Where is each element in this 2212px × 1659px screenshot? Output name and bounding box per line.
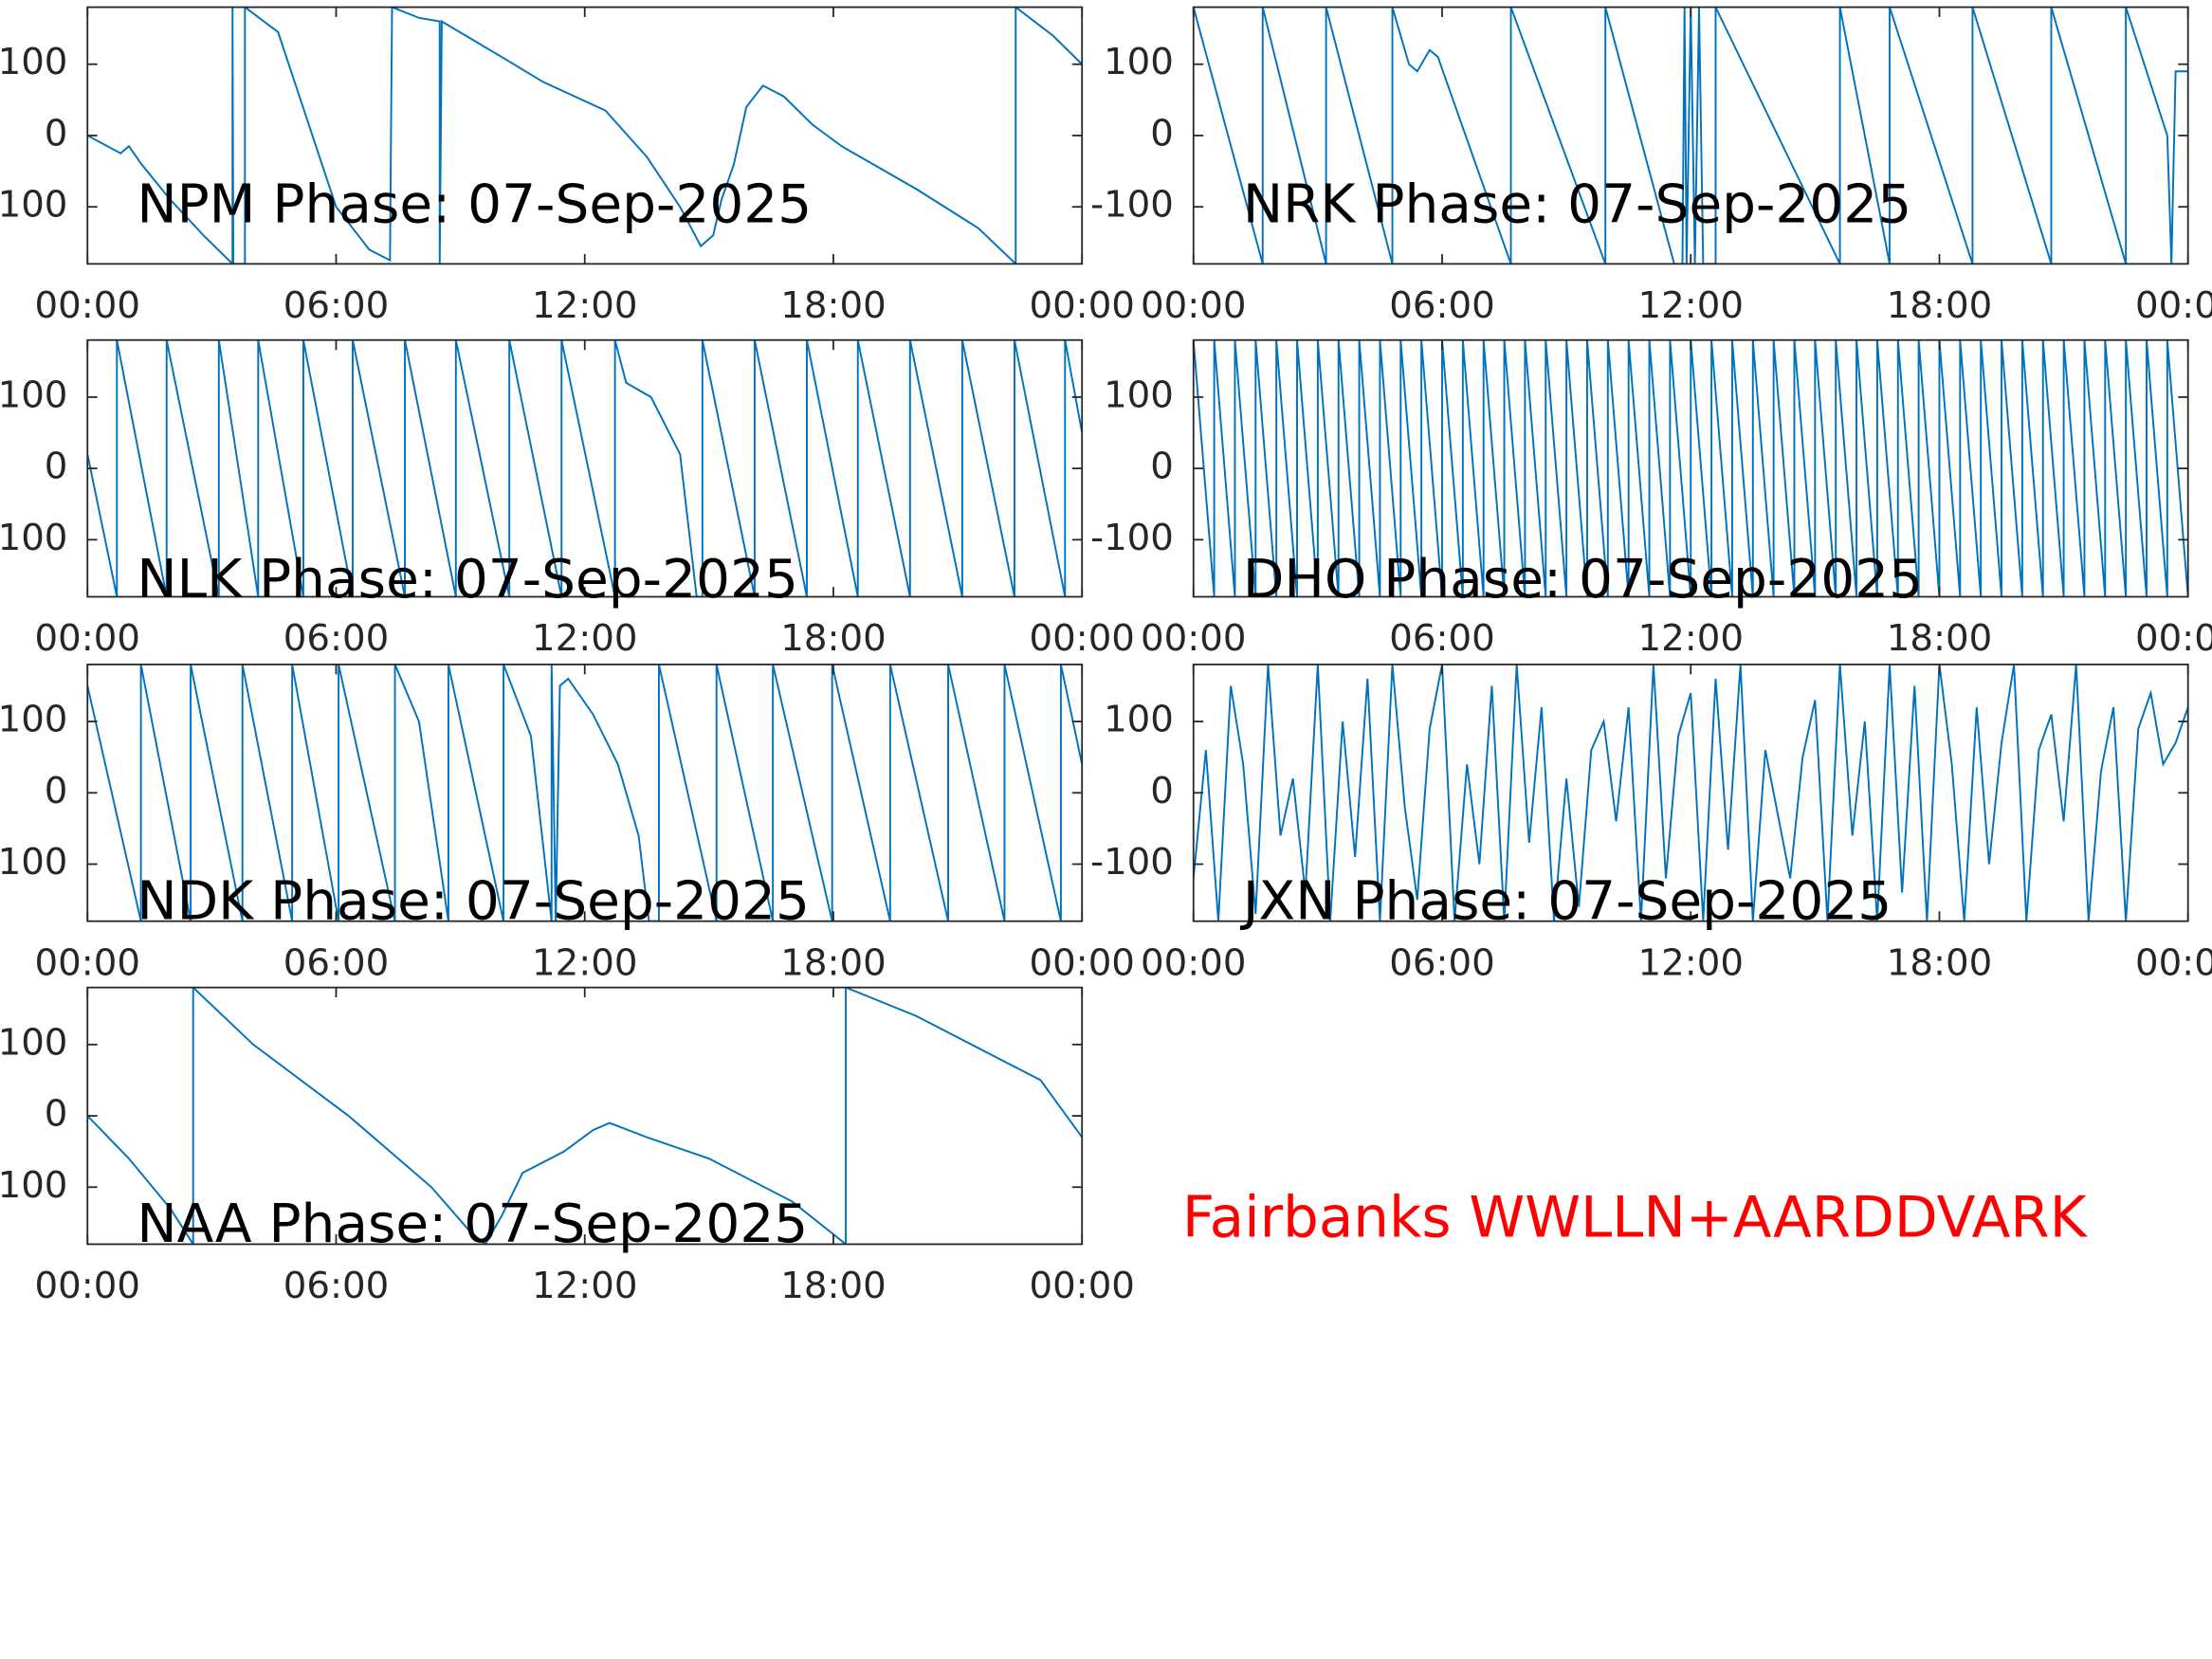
phase-panel: 00:00 06:00 12:00 18:00 00:00 -100 0 100 DHO Pha…	[1090, 338, 2212, 660]
x-tick-label: 18:00	[1887, 941, 1992, 984]
x-tick-label: 00:00	[35, 617, 140, 660]
y-tick-label: 100	[0, 41, 67, 83]
phase-panel: 00:00 06:00 12:00 18:00 00:00 -100 0 100 NAA Pha…	[0, 986, 1135, 1307]
plot-area	[87, 664, 1083, 921]
x-tick-label: 18:00	[780, 617, 886, 660]
phase-line	[87, 339, 1083, 597]
plot-area	[87, 987, 1083, 1245]
panel-title: NDK Phase: 07-Sep-2025	[137, 870, 810, 932]
panel-title: NAA Phase: 07-Sep-2025	[137, 1194, 808, 1255]
y-tick-label: 100	[1104, 374, 1174, 416]
phase-panel: 00:00 06:00 12:00 18:00 00:00 -100 0 100 NPM Pha…	[0, 6, 1135, 327]
y-tick-label: -100	[0, 1164, 67, 1207]
y-tick-label: 100	[0, 1021, 67, 1064]
y-tick-label: 100	[1104, 41, 1174, 83]
x-tick-label: 12:00	[532, 1265, 637, 1307]
x-tick-label: 18:00	[780, 941, 886, 984]
y-tick-label: 0	[45, 1093, 68, 1136]
plot-area	[87, 7, 1083, 264]
panel-title: NLK Phase: 07-Sep-2025	[137, 549, 798, 611]
annotation: Fairbanks WWLLN+AARDDVARK	[1182, 1186, 2089, 1251]
y-tick-label: -100	[1090, 184, 1174, 227]
plot-area	[1193, 664, 2188, 921]
x-tick-label: 18:00	[780, 1265, 886, 1307]
panel-title: JXN Phase: 07-Sep-2025	[1240, 870, 1892, 932]
y-tick-label: 0	[1150, 770, 1174, 812]
phase-line	[87, 7, 1083, 264]
x-tick-label: 12:00	[1638, 617, 1744, 660]
x-tick-label: 00:00	[1029, 284, 1134, 327]
plot-area	[1193, 339, 2188, 597]
x-tick-label: 06:00	[283, 617, 389, 660]
panel-title: DHO Phase: 07-Sep-2025	[1243, 549, 1923, 611]
y-tick-label: 100	[0, 374, 67, 416]
phase-panel: 00:00 06:00 12:00 18:00 00:00 -100 0 100 JXN Pha…	[1090, 664, 2212, 984]
y-tick-label: 0	[1150, 446, 1174, 488]
x-tick-label: 12:00	[532, 617, 637, 660]
y-tick-label: 100	[1104, 699, 1174, 741]
phase-panel: 00:00 06:00 12:00 18:00 00:00 -100 0 100 NRK Pha…	[1090, 6, 2212, 327]
x-tick-label: 00:00	[2135, 284, 2212, 327]
x-tick-label: 00:00	[1141, 284, 1246, 327]
x-tick-label: 06:00	[1389, 941, 1494, 984]
x-tick-label: 18:00	[1887, 284, 1992, 327]
y-tick-label: -100	[0, 517, 67, 559]
y-tick-label: 0	[45, 112, 68, 155]
y-tick-label: 0	[45, 446, 68, 488]
x-tick-label: 00:00	[35, 1265, 140, 1307]
x-tick-label: 00:00	[2135, 617, 2212, 660]
y-tick-label: 0	[45, 770, 68, 812]
phase-line	[87, 987, 1083, 1245]
x-tick-label: 00:00	[1029, 1265, 1134, 1307]
x-tick-label: 18:00	[780, 284, 886, 327]
x-tick-label: 12:00	[532, 284, 637, 327]
panel-title: NPM Phase: 07-Sep-2025	[137, 173, 812, 235]
x-tick-label: 06:00	[1389, 284, 1494, 327]
phase-line	[1193, 7, 2188, 264]
y-tick-label: 100	[0, 699, 67, 741]
x-tick-label: 06:00	[1389, 617, 1494, 660]
x-tick-label: 06:00	[283, 941, 389, 984]
x-tick-label: 00:00	[35, 941, 140, 984]
x-tick-label: 00:00	[1029, 941, 1134, 984]
y-tick-label: -100	[1090, 517, 1174, 559]
panel-title: NRK Phase: 07-Sep-2025	[1243, 173, 1911, 235]
phase-panel: 00:00 06:00 12:00 18:00 00:00 -100 0 100 NDK Pha…	[0, 664, 1135, 984]
phase-line	[87, 664, 1083, 921]
x-tick-label: 06:00	[283, 1265, 389, 1307]
x-tick-label: 06:00	[283, 284, 389, 327]
y-tick-label: -100	[0, 841, 67, 884]
x-tick-label: 12:00	[1638, 284, 1744, 327]
y-tick-label: -100	[1090, 841, 1174, 884]
x-tick-label: 00:00	[1141, 941, 1246, 984]
y-tick-label: 0	[1150, 112, 1174, 155]
plot-area	[87, 339, 1083, 597]
x-tick-label: 12:00	[532, 941, 637, 984]
x-tick-label: 00:00	[2135, 941, 2212, 984]
x-tick-label: 00:00	[1029, 617, 1134, 660]
phase-line	[1193, 664, 2188, 921]
phase-panel: 00:00 06:00 12:00 18:00 00:00 -100 0 100 NLK Pha…	[0, 338, 1135, 660]
x-tick-label: 00:00	[1141, 617, 1246, 660]
phase-line	[1193, 339, 2188, 597]
x-tick-label: 00:00	[35, 284, 140, 327]
x-tick-label: 12:00	[1638, 941, 1744, 984]
plot-area	[1193, 7, 2188, 264]
y-tick-label: -100	[0, 184, 67, 227]
x-tick-label: 18:00	[1887, 617, 1992, 660]
